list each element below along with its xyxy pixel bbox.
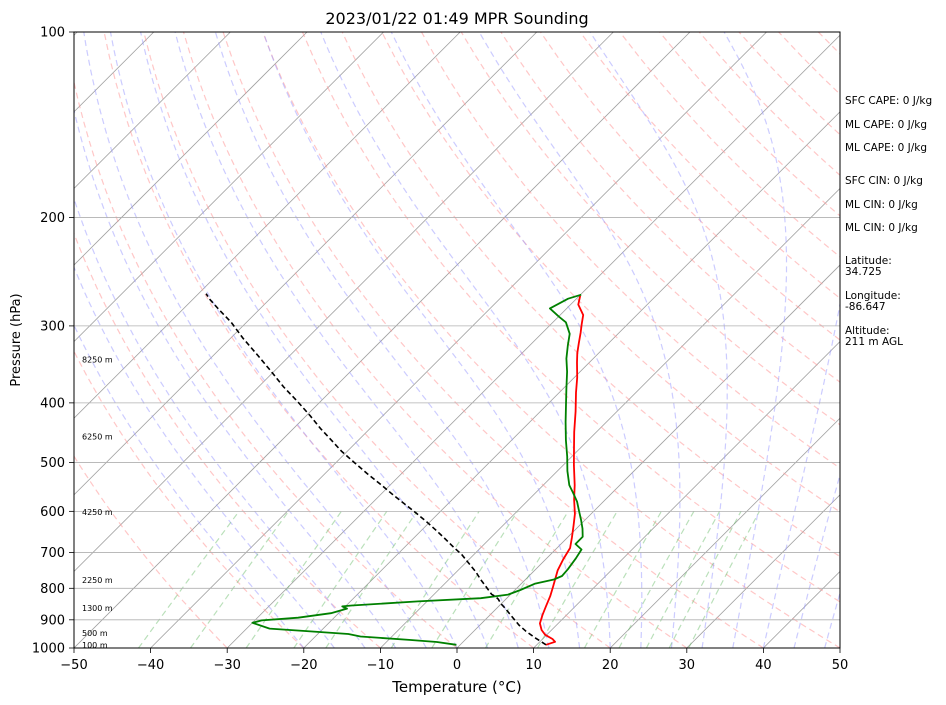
x-tick-label: 0 xyxy=(453,658,461,673)
x-tick-label: 30 xyxy=(679,658,696,673)
dry-adiabat-line xyxy=(143,32,611,648)
moist-adiabat-line xyxy=(793,472,840,648)
x-tick-label: −50 xyxy=(60,658,87,673)
moist-adiabat-line xyxy=(83,32,427,648)
mixing-ratio-line xyxy=(583,511,662,648)
y-tick-label: 500 xyxy=(40,456,65,471)
isotherm-line xyxy=(0,32,1,648)
altitude-label: Altitude: xyxy=(845,325,890,337)
mixing-ratio-line xyxy=(668,511,742,648)
x-tick-label: −30 xyxy=(213,658,240,673)
dry-adiabat-line xyxy=(74,350,305,648)
height-label: 4250 m xyxy=(82,508,113,517)
moist-adiabat-line xyxy=(478,32,681,648)
moist-adiabat-line xyxy=(262,32,581,648)
x-axis-label: Temperature (°C) xyxy=(391,678,521,696)
y-tick-label: 700 xyxy=(40,546,65,561)
moist-adiabat-line xyxy=(109,32,458,648)
isotherm-line xyxy=(74,32,308,266)
plot-background xyxy=(74,32,840,648)
longitude-label: Longitude: xyxy=(845,290,901,302)
y-tick-label: 900 xyxy=(40,613,65,628)
height-label: 100 m xyxy=(82,641,108,650)
isotherm-line xyxy=(533,341,840,648)
y-tick-label: 1000 xyxy=(32,642,65,657)
isotherm-line xyxy=(74,32,614,572)
dry-adiabat-line xyxy=(262,32,840,648)
mixing-ratio-line xyxy=(618,511,695,648)
ml-cin-text-1: ML CIN: 0 J/kg xyxy=(845,199,918,211)
dry-adiabat-line xyxy=(74,79,458,648)
y-tick-label: 400 xyxy=(40,396,65,411)
mixing-ratio-line xyxy=(645,511,721,648)
x-tick-label: 40 xyxy=(755,658,772,673)
dry-adiabat-line xyxy=(103,32,534,648)
longitude-value: -86.647 xyxy=(845,301,886,313)
isotherm-line xyxy=(74,32,538,496)
dry-adiabat-line xyxy=(182,32,688,648)
isotherm-line xyxy=(609,417,840,648)
moist-adiabat-line xyxy=(824,590,840,648)
x-tick-label: −10 xyxy=(367,658,394,673)
moist-adiabat-line xyxy=(74,197,366,648)
moist-adiabat-line xyxy=(174,32,519,648)
y-axis-label: Pressure (hPa) xyxy=(9,293,24,386)
moist-adiabat-line xyxy=(762,300,840,648)
isotherm-line xyxy=(686,494,840,648)
altitude-value: 211 m AGL xyxy=(845,336,903,348)
moist-adiabat-line xyxy=(723,32,788,648)
height-label: 1300 m xyxy=(82,604,113,613)
isotherm-line xyxy=(226,34,840,648)
y-tick-label: 100 xyxy=(40,26,65,41)
mixing-ratio-line xyxy=(688,511,760,648)
moist-adiabat-line xyxy=(589,32,728,648)
dewpoint-profile xyxy=(251,293,584,646)
latitude-label: Latitude: xyxy=(845,255,892,267)
x-tick-label: −20 xyxy=(290,658,317,673)
isotherm-line xyxy=(74,32,691,648)
isotherm-line xyxy=(303,111,840,648)
x-tick-label: 20 xyxy=(602,658,619,673)
temperature-profile xyxy=(539,295,585,646)
isotherm-line xyxy=(74,32,384,343)
isotherm-line xyxy=(380,187,840,648)
ml-cape-text-1: ML CAPE: 0 J/kg xyxy=(845,119,928,131)
moist-adiabat-line xyxy=(214,32,550,648)
ml-cin-text-2: ML CIN: 0 J/kg xyxy=(845,222,918,234)
y-tick-label: 300 xyxy=(40,319,65,334)
height-label: 8250 m xyxy=(82,355,113,364)
moist-adiabat-line xyxy=(390,32,643,648)
y-tick-label: 200 xyxy=(40,211,65,226)
height-label: 500 m xyxy=(82,629,108,638)
dry-adiabat-line xyxy=(579,32,840,300)
moist-adiabat-line xyxy=(74,265,335,648)
isotherm-line xyxy=(74,32,231,189)
moist-adiabat-line xyxy=(320,32,611,648)
y-tick-label: 800 xyxy=(40,582,65,597)
chart-title: 2023/01/22 01:49 MPR Sounding xyxy=(325,9,588,28)
parcel-path xyxy=(205,293,547,646)
x-tick-label: 10 xyxy=(525,658,542,673)
latitude-value: 34.725 xyxy=(845,266,882,278)
ml-cape-text-2: ML CAPE: 0 J/kg xyxy=(845,142,928,154)
isotherm-line xyxy=(150,32,767,648)
sfc-cin-text: SFC CIN: 0 J/kg xyxy=(845,175,923,187)
isotherm-line xyxy=(74,32,461,419)
height-label: 6250 m xyxy=(82,433,113,442)
mixing-ratio-line xyxy=(536,510,618,648)
x-tick-label: 50 xyxy=(832,658,849,673)
height-label: 2250 m xyxy=(82,576,113,585)
x-tick-label: −40 xyxy=(137,658,164,673)
mixing-ratio-line xyxy=(484,510,569,648)
sfc-cape-text: SFC CAPE: 0 J/kg xyxy=(845,95,933,107)
y-tick-label: 600 xyxy=(40,505,65,520)
